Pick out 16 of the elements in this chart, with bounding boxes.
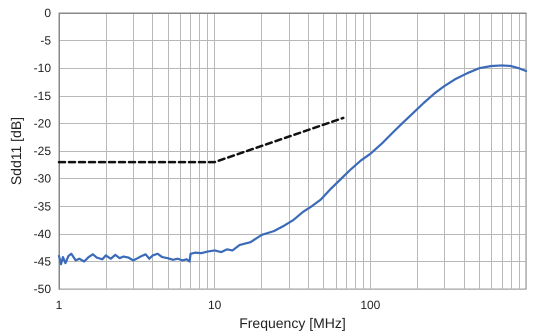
y-tick-label: -50 [34,282,52,296]
y-tick-label: -45 [34,254,52,268]
y-tick-label: -15 [34,88,52,103]
y-tick-label: -25 [34,144,52,158]
x-axis-title: Frequency [MHz] [239,315,346,331]
x-tick-label: 1 [56,298,63,312]
x-tick-label: 100 [360,298,381,312]
y-tick-label: -30 [34,172,52,186]
y-tick-label: -10 [34,61,52,76]
y-tick-label: -20 [34,116,52,130]
y-tick-label: -40 [34,226,52,241]
y-tick-label: -5 [40,34,52,48]
y-tick-label: 0 [44,6,52,20]
y-axis-title: Sdd11 [dB] [8,116,24,186]
y-tick-label: -35 [34,199,52,214]
x-tick-label: 10 [208,298,222,312]
